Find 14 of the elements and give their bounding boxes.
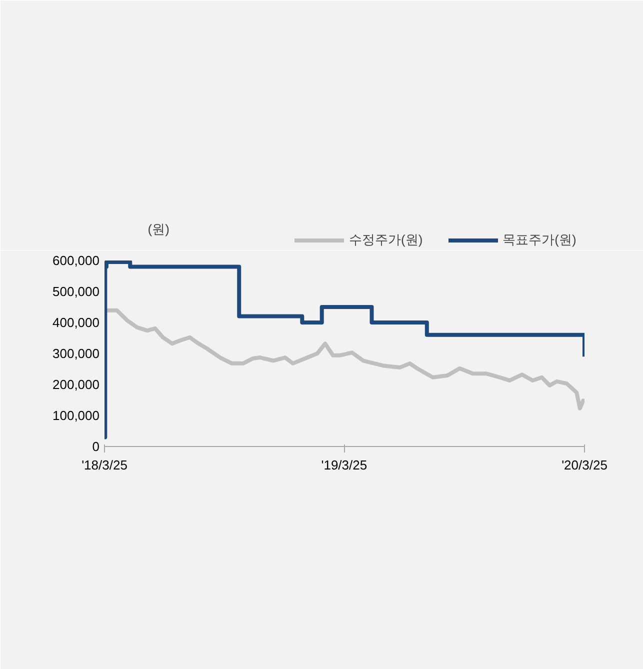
x-tick-label: '20/3/25	[562, 458, 608, 472]
x-tick-label: '18/3/25	[82, 458, 128, 472]
y-tick-label: 300,000	[52, 346, 100, 361]
y-tick-label: 500,000	[52, 284, 100, 299]
y-axis-title: (원)	[148, 222, 170, 236]
y-tick-label: 200,000	[52, 377, 100, 392]
y-tick-label: 400,000	[52, 315, 100, 330]
line-series	[104, 308, 584, 410]
x-tick-label: '19/3/25	[321, 458, 368, 472]
legend-label: 수정주가(원)	[349, 231, 423, 249]
y-tick-label: 0	[92, 439, 100, 454]
legend-label: 목표주가(원)	[502, 231, 576, 249]
y-tick-label: 600,000	[52, 253, 100, 268]
y-tick-label: 100,000	[52, 408, 100, 423]
